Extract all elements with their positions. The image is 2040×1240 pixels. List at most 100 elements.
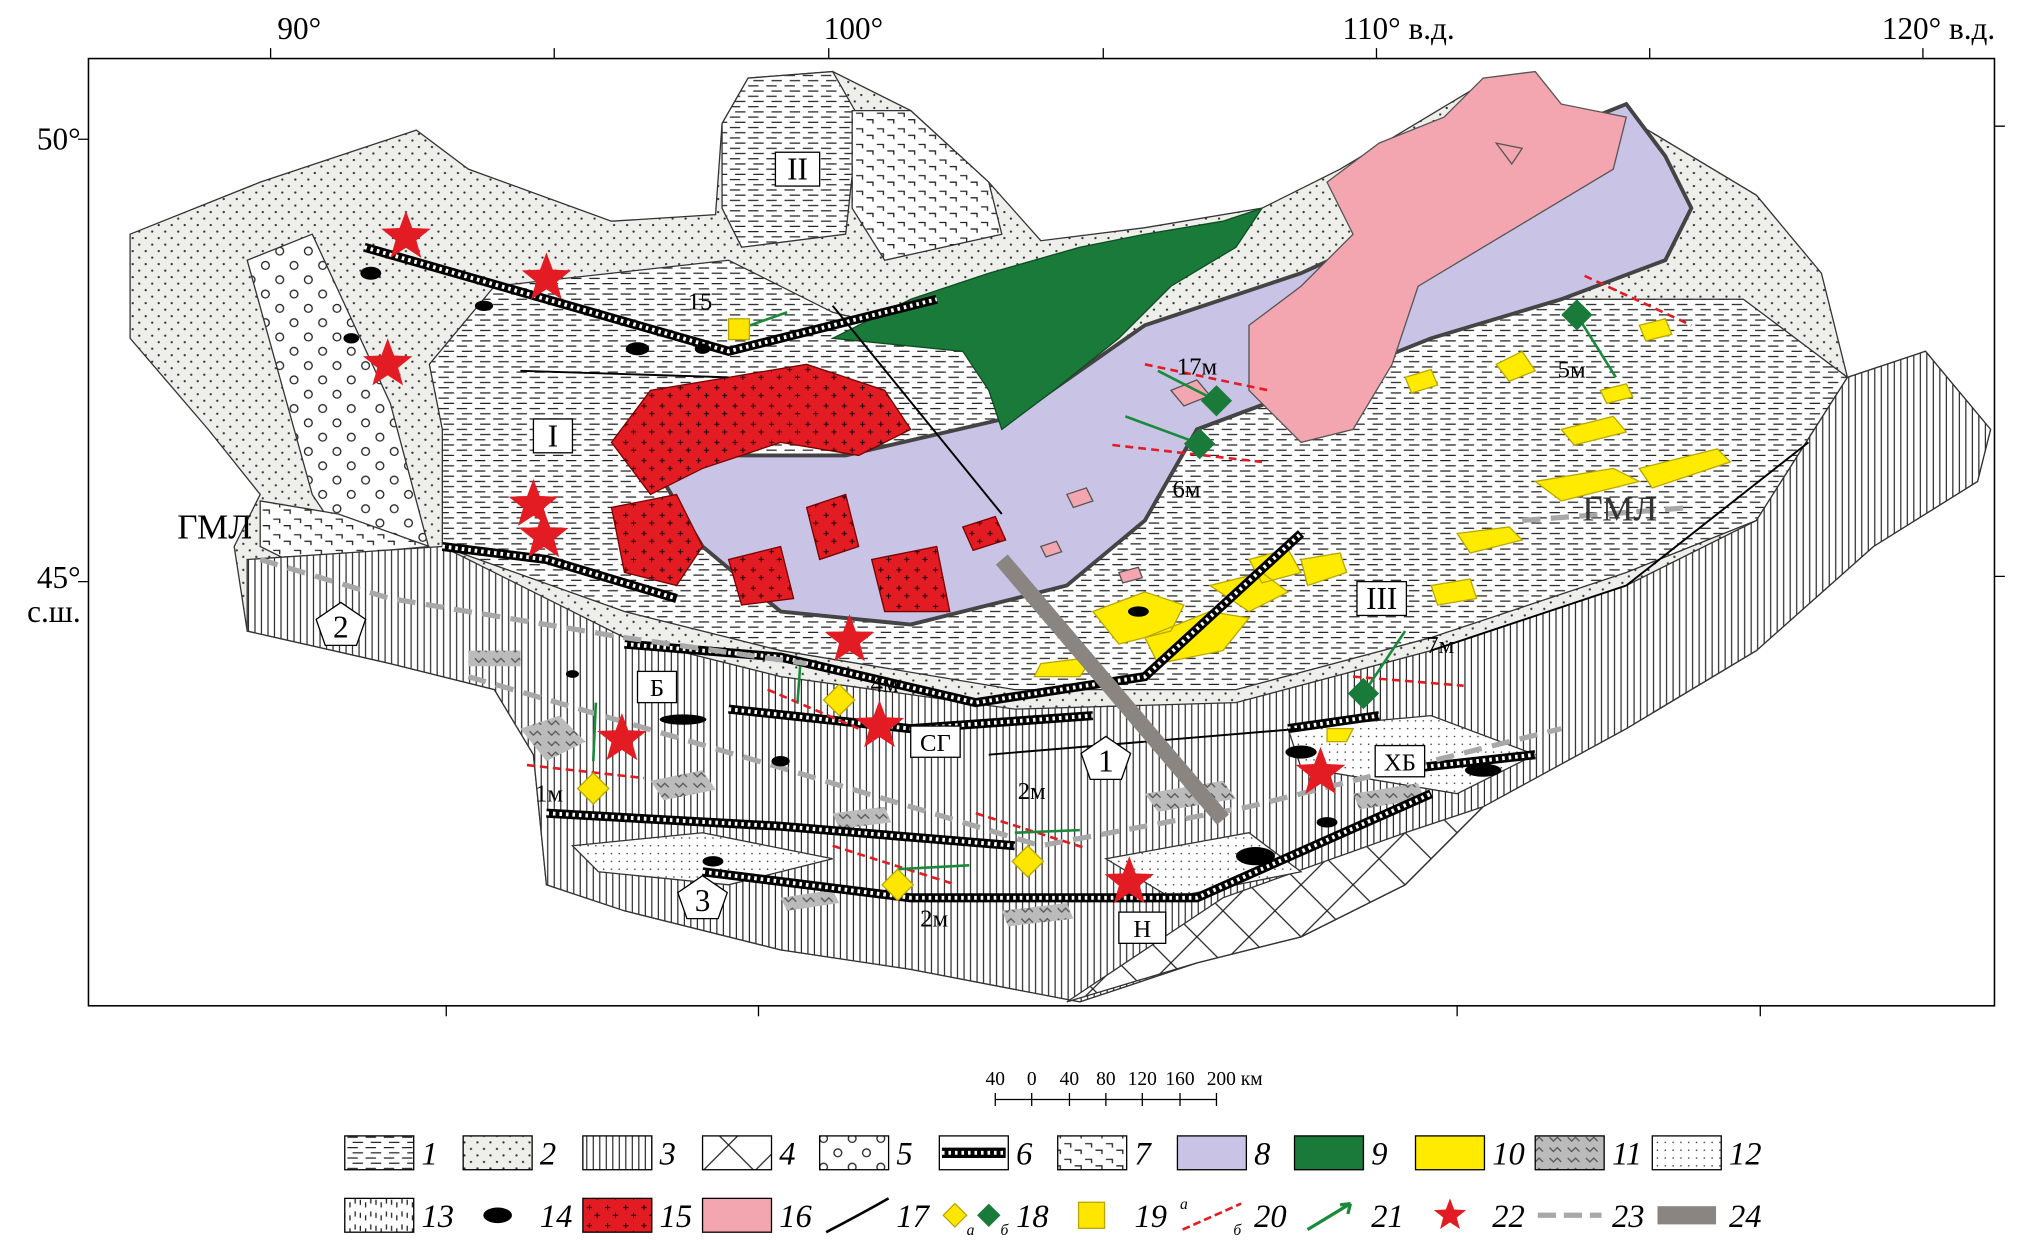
- fault-label: ГМЛ: [177, 508, 252, 547]
- scale-label: 40: [986, 1069, 1005, 1090]
- legend-number: 10: [1492, 1137, 1525, 1173]
- scale-label: 0: [1027, 1069, 1037, 1090]
- legend-number: 13: [422, 1199, 455, 1235]
- block-label: ХБ: [1384, 749, 1416, 776]
- legend-swatch: [462, 1135, 533, 1171]
- star-22: [854, 700, 905, 748]
- diamond-18a: [881, 868, 915, 902]
- pentagon: [315, 601, 367, 647]
- legend-number: 6: [1016, 1137, 1033, 1173]
- lon-label: 90°: [277, 11, 321, 46]
- pentagon: [677, 874, 729, 920]
- region-label: II: [787, 152, 808, 187]
- lenses-14: [474, 300, 494, 311]
- legend-swatch: [1293, 1135, 1365, 1171]
- site-label: 15: [688, 289, 713, 316]
- legend-swatch: [1414, 1135, 1486, 1171]
- diamond-18a: [822, 683, 856, 717]
- lenses-14: [1464, 763, 1502, 777]
- legend-swatch: [582, 1135, 653, 1171]
- star-22: [824, 614, 875, 662]
- lenses-14: [702, 856, 724, 867]
- unit-7: [851, 109, 1003, 261]
- label-box: [1356, 580, 1408, 617]
- lenses-14: [771, 755, 790, 767]
- label-box: [1374, 744, 1426, 778]
- pentagon: [1080, 735, 1132, 781]
- lenses-14: [1235, 847, 1275, 866]
- unit-4: [1066, 806, 1484, 1003]
- star-22: [508, 478, 559, 526]
- lenses-14: [694, 343, 711, 354]
- scale-label: 40: [1060, 1069, 1079, 1090]
- site-label: 7м: [1426, 632, 1454, 659]
- label-box: [910, 725, 961, 758]
- arrows: [526, 274, 1692, 887]
- legend-number: 8: [1254, 1137, 1270, 1173]
- legend-swatch: [825, 1197, 890, 1234]
- legend-swatch: [1534, 1135, 1605, 1171]
- scale-label: 200 км: [1207, 1069, 1263, 1090]
- legend-sub: б: [1000, 1222, 1009, 1239]
- legend-number: 21: [1371, 1199, 1404, 1235]
- legend-number: 16: [779, 1199, 812, 1235]
- diamond-18a: [576, 771, 610, 806]
- legend-swatch: [1182, 1202, 1242, 1231]
- star-22: [362, 338, 413, 386]
- legend-swatch: [1651, 1135, 1722, 1171]
- star-22: [521, 252, 572, 300]
- site-label: 6м: [1173, 476, 1201, 503]
- legend-swatch: [483, 1207, 512, 1224]
- lenses-14: [1285, 745, 1317, 759]
- lenses-14: [1316, 817, 1338, 828]
- lat-label: 50°: [37, 122, 81, 157]
- legend-swatch: [344, 1135, 415, 1171]
- legend-number: 22: [1492, 1199, 1525, 1235]
- block-label: СГ: [920, 730, 951, 757]
- site-label: 1м: [535, 781, 563, 808]
- fault-label: ГМЛ: [1582, 489, 1657, 528]
- profile-24: [995, 554, 1229, 825]
- unit-10: [1033, 318, 1732, 743]
- unit-9: [830, 206, 1264, 431]
- scale-label: 160: [1165, 1069, 1194, 1090]
- legend-sub: а: [967, 1222, 975, 1239]
- lenses-14: [659, 714, 707, 725]
- legend-number: 17: [896, 1199, 930, 1235]
- legend-swatch: [818, 1135, 890, 1171]
- site-label: 5м: [1558, 356, 1586, 383]
- legend-sub: б: [1233, 1222, 1242, 1239]
- geology: [129, 70, 1992, 1003]
- unit-11: [468, 650, 1425, 927]
- lon-label: 120° в.д.: [1882, 11, 1995, 46]
- site-label: 2м: [1018, 778, 1046, 805]
- lat-label: с.ш.: [27, 594, 81, 629]
- legend-number: 11: [1612, 1137, 1642, 1173]
- coordinate-labels: 90° 100° 110° в.д. 120° в.д. 50° 45° с.ш…: [27, 11, 1995, 629]
- diamond-18b: [1347, 677, 1380, 710]
- star-22: [519, 510, 569, 558]
- lon-label: 110° в.д.: [1342, 11, 1454, 46]
- star-22: [597, 713, 647, 761]
- label-box: [1118, 911, 1167, 944]
- scale-bar: 40 0 40 80 120 160 200 км: [986, 1069, 1263, 1106]
- legend-number: 9: [1371, 1137, 1387, 1173]
- region-label: III: [1366, 581, 1397, 616]
- region-label: I: [548, 418, 558, 453]
- legend-swatch: [1306, 1201, 1353, 1231]
- legend-number: 1: [422, 1137, 438, 1173]
- legend-number: 24: [1729, 1199, 1762, 1235]
- arrows: [591, 311, 1617, 871]
- legend-swatch: [1176, 1135, 1248, 1171]
- fault-17: [520, 305, 1810, 756]
- block-label: Б: [650, 675, 664, 702]
- legend-swatch: [582, 1197, 653, 1233]
- legend-number: 23: [1612, 1199, 1645, 1235]
- square-19: [727, 318, 751, 341]
- legend-swatch: [1433, 1198, 1467, 1229]
- lon-label: 100°: [824, 11, 883, 46]
- legend-number: 12: [1729, 1137, 1762, 1173]
- lenses-14: [565, 670, 579, 678]
- frame: [87, 57, 1996, 1007]
